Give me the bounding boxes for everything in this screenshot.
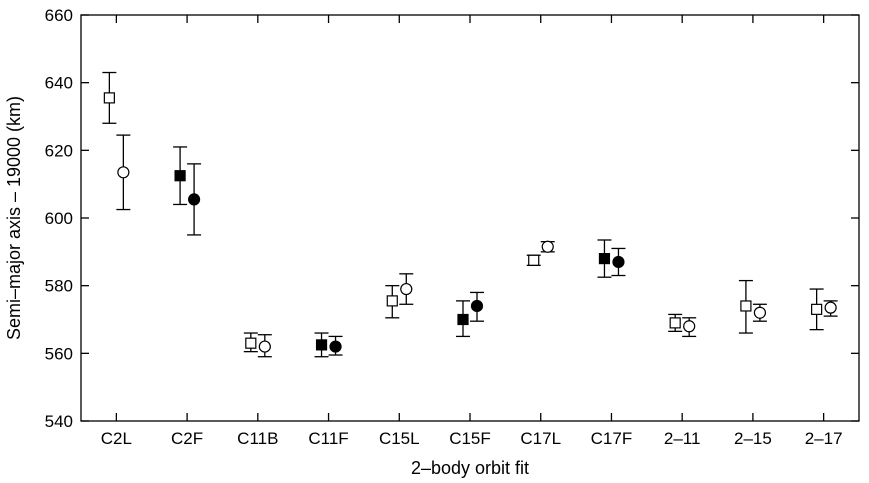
data-points [102, 71, 838, 358]
data-point-square [174, 170, 186, 182]
data-point-circle [753, 306, 767, 319]
data-point-square [669, 317, 681, 329]
x-tick-label: C15L [379, 429, 420, 448]
x-tick-label: C11F [308, 429, 348, 448]
data-point-circle [329, 340, 342, 353]
data-point-square [740, 300, 752, 312]
data-point-square [103, 92, 115, 104]
data-point-circle [824, 301, 837, 314]
data-point-circle [470, 299, 484, 313]
data-point-circle [117, 166, 130, 179]
x-tick-label: 2–17 [805, 429, 843, 448]
x-tick-label: 2–15 [734, 429, 772, 448]
y-tick-label: 580 [45, 277, 73, 296]
data-point-circle [400, 282, 413, 296]
y-tick-label: 620 [45, 141, 73, 160]
y-tick-label: 660 [45, 6, 73, 25]
data-point-square [528, 254, 540, 266]
x-tick-label: C2L [101, 429, 132, 448]
data-point-square [457, 313, 469, 326]
data-point-circle [541, 240, 554, 253]
data-point-square [386, 295, 398, 307]
x-tick-label: C2F [171, 429, 203, 448]
y-tick-label: 600 [45, 209, 73, 228]
x-tick-label: C17F [591, 429, 633, 448]
data-point-square [245, 337, 257, 349]
x-axis-title: 2–body orbit fit [411, 458, 529, 478]
data-point-square [315, 339, 328, 351]
x-tick-label: C15F [449, 429, 491, 448]
y-axis: 540 560 580 600 620 640 660 [45, 6, 859, 431]
y-tick-label: 560 [45, 344, 73, 363]
x-tick-label: 2–11 [664, 429, 701, 448]
y-axis-title: Semi–major axis – 19000 (km) [4, 96, 24, 340]
x-axis: C2L C2F C11B C11F C15L C15F C17L C17F 2–11 2–15 2–… [101, 15, 843, 448]
y-tick-label: 540 [45, 412, 73, 431]
data-point-circle [683, 320, 696, 333]
data-point-circle [258, 340, 271, 353]
y-tick-label: 640 [45, 74, 73, 93]
data-point-circle [187, 193, 201, 206]
plot-frame [80, 14, 860, 422]
data-point-circle [612, 255, 625, 269]
x-tick-label: C11B [237, 429, 278, 448]
data-point-square [598, 253, 611, 265]
x-tick-label: C17L [520, 429, 561, 448]
data-point-square [811, 303, 823, 315]
